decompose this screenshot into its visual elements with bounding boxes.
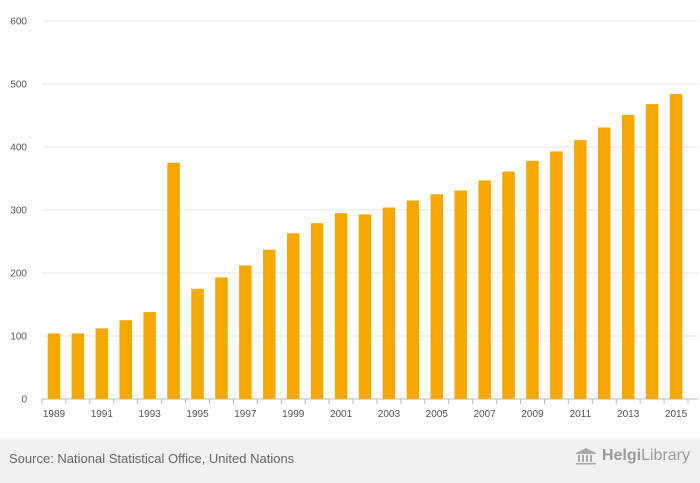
x-tick-label: 2005 bbox=[426, 409, 449, 420]
y-tick-label: 300 bbox=[10, 206, 27, 217]
brand-name-part2: Library bbox=[641, 447, 690, 464]
bar-2006 bbox=[454, 190, 467, 399]
source-note: Source: National Statistical Office, Uni… bbox=[9, 451, 295, 466]
bar-1997 bbox=[239, 265, 252, 399]
bar-2002 bbox=[358, 214, 372, 399]
bar-2005 bbox=[430, 194, 444, 399]
x-tick-label: 2011 bbox=[570, 409, 592, 420]
bar-2015 bbox=[669, 94, 683, 399]
y-tick-label: 600 bbox=[10, 17, 27, 28]
bar-1990 bbox=[71, 333, 85, 399]
y-tick-label: 100 bbox=[10, 332, 27, 343]
bar-2007 bbox=[478, 180, 491, 399]
y-tick-label: 0 bbox=[21, 395, 27, 406]
bar-1992 bbox=[119, 320, 132, 399]
library-building-icon bbox=[575, 448, 596, 465]
x-tick-label: 1993 bbox=[139, 409, 162, 420]
x-tick-label: 2001 bbox=[330, 409, 353, 420]
bar-2013 bbox=[621, 114, 635, 400]
bar-1995 bbox=[191, 288, 204, 399]
x-tick-label: 1997 bbox=[234, 409, 257, 420]
brand-name-part1: Helgi bbox=[601, 447, 642, 464]
bar-2004 bbox=[406, 200, 420, 399]
bar-1989 bbox=[47, 333, 61, 399]
bar-1993 bbox=[143, 312, 156, 399]
bar-2011 bbox=[574, 140, 587, 399]
x-tick-label: 2003 bbox=[378, 409, 401, 420]
bar-2009 bbox=[526, 160, 539, 399]
chart: 0 100 200 300 400 500 600 1989 1991 1993 1995 1997 1… bbox=[10, 17, 698, 420]
x-tick-label: 2013 bbox=[617, 409, 640, 420]
y-tick-label: 500 bbox=[10, 80, 27, 91]
x-tick-label: 1991 bbox=[91, 409, 114, 420]
bar-2010 bbox=[550, 151, 563, 399]
bar-2000 bbox=[310, 223, 324, 399]
x-tick-label: 1989 bbox=[43, 409, 66, 420]
x-tick-label: 1995 bbox=[186, 409, 209, 420]
bar-2003 bbox=[382, 207, 396, 399]
x-tick-label: 2009 bbox=[521, 409, 544, 420]
brand-logo[interactable]: HelgiLibrary bbox=[574, 447, 690, 465]
bar-2001 bbox=[334, 213, 348, 399]
bar-2014 bbox=[645, 104, 659, 399]
y-tick-label: 400 bbox=[10, 143, 27, 154]
x-tick-label: 1999 bbox=[282, 409, 305, 420]
footer: Source: National Statistical Office, Uni… bbox=[0, 438, 700, 483]
x-tick-label: 2007 bbox=[474, 409, 497, 420]
y-tick-label: 200 bbox=[10, 269, 27, 280]
bar-1991 bbox=[95, 328, 109, 399]
bar-2008 bbox=[502, 171, 515, 399]
bar-2012 bbox=[598, 127, 611, 399]
bar-1996 bbox=[215, 277, 228, 399]
x-tick-label: 2015 bbox=[665, 409, 688, 420]
bar-1998 bbox=[263, 249, 276, 399]
bar-1999 bbox=[286, 233, 300, 399]
bar-1994 bbox=[167, 162, 180, 399]
